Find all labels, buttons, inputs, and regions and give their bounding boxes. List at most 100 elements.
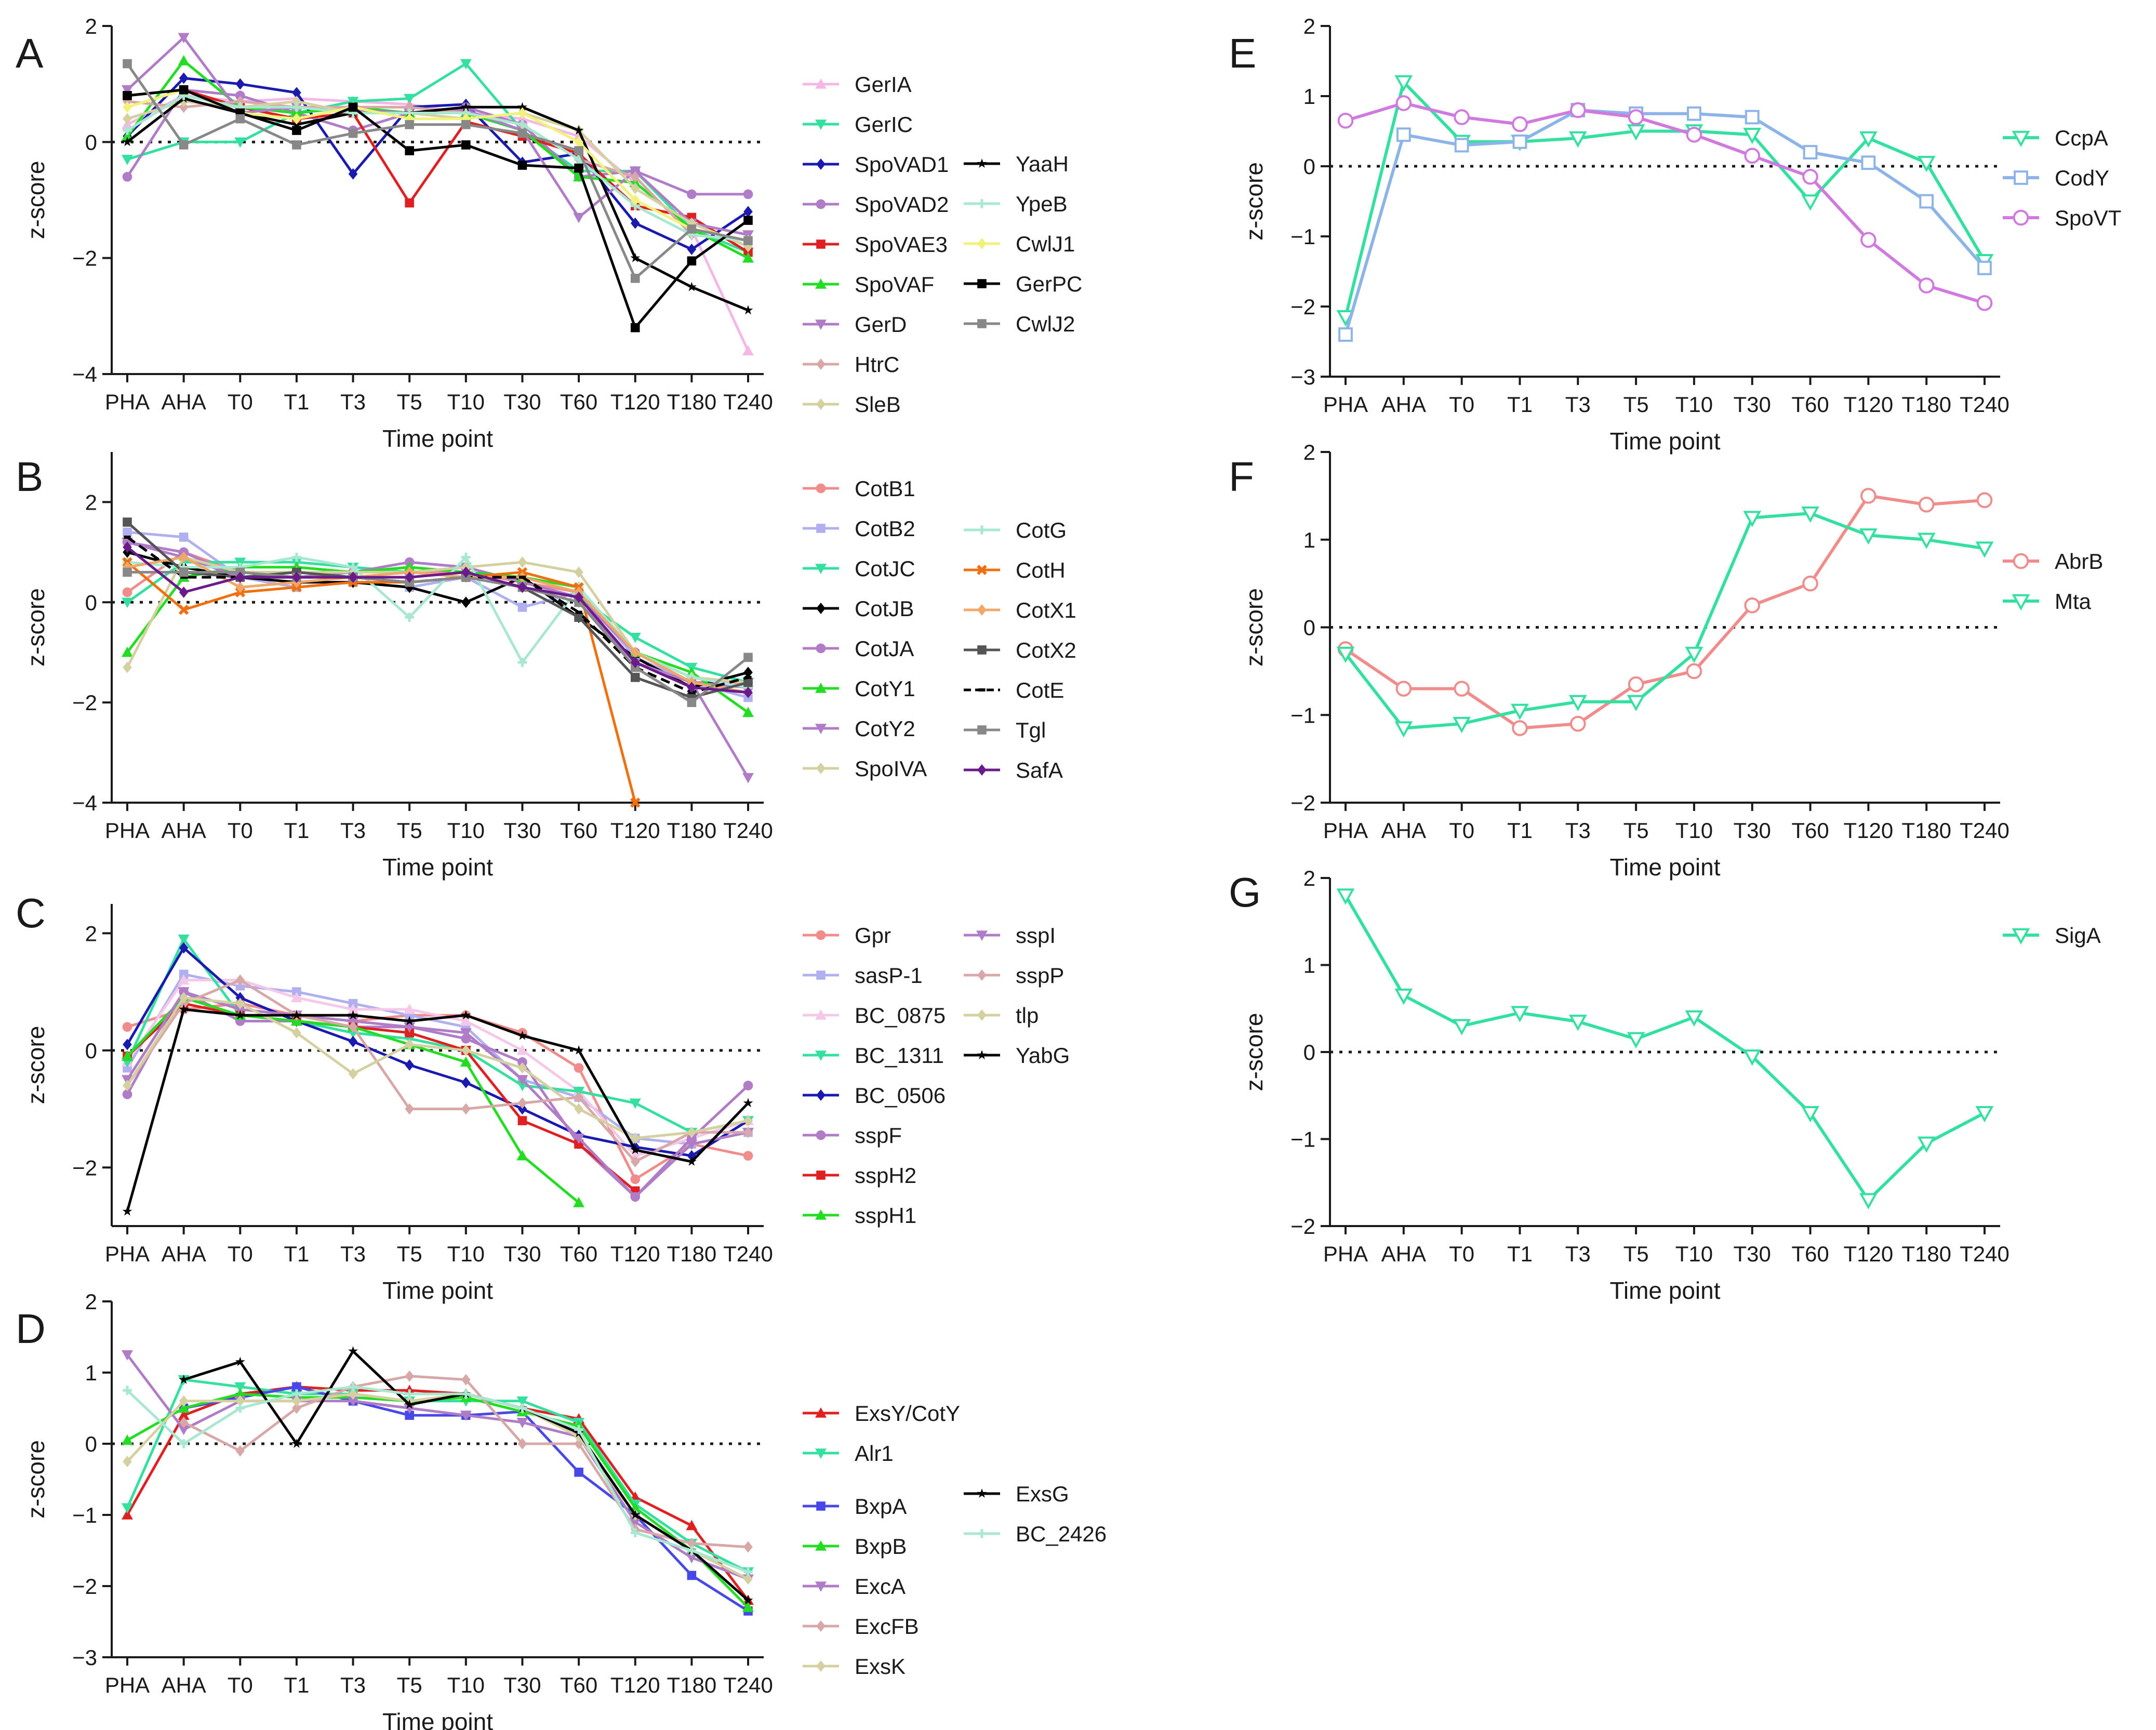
panel-g: G −2 −1 0 1 2 PHA AHA T0 T1 T3 T5 T10 T30 T60 T120 T180 T… <box>1229 866 2101 1304</box>
x-tick-label: T5 <box>1623 392 1649 417</box>
data-point <box>348 571 358 583</box>
legend-item: ExcA <box>803 1574 906 1599</box>
data-point <box>405 1410 414 1420</box>
data-point <box>687 1571 697 1580</box>
data-point <box>1627 695 1645 712</box>
data-point <box>687 189 697 199</box>
series-line <box>127 100 749 242</box>
data-point <box>460 1028 472 1039</box>
legend-marker <box>977 764 987 776</box>
legend-marker <box>816 483 826 494</box>
legend-label: CodY <box>2055 166 2109 190</box>
x-tick-label: T180 <box>667 390 716 414</box>
x-axis-label: Time point <box>1609 1277 1720 1304</box>
x-tick-label: T1 <box>284 818 309 843</box>
data-point <box>630 797 641 808</box>
legend-marker <box>976 930 988 941</box>
panel-a: A −4 −2 0 2 PHA AHA T0 T1 T3 T5 T10 T30 T60 T120 T180 T2… <box>16 14 1082 452</box>
data-point <box>630 1174 641 1185</box>
legend-label: CwlJ1 <box>1016 232 1075 256</box>
data-point <box>235 571 245 583</box>
legend-marker <box>977 279 987 288</box>
y-tick-label: 2 <box>1303 14 1315 38</box>
data-point <box>630 1145 641 1154</box>
legend-item: YaaH <box>964 152 1069 176</box>
data-point <box>405 120 414 129</box>
series-sspi <box>122 987 754 1203</box>
legend-label: CotE <box>1016 678 1064 702</box>
series-line <box>1345 494 1985 730</box>
legend-label: ExsK <box>855 1654 906 1679</box>
data-point <box>404 1399 415 1409</box>
legend-marker <box>977 1529 987 1538</box>
legend-item: BC_0875 <box>803 1003 946 1028</box>
data-point <box>348 1346 358 1355</box>
x-tick-label: T10 <box>447 818 485 843</box>
data-point <box>1394 721 1413 738</box>
data-point <box>179 1416 189 1428</box>
series-line <box>126 97 749 312</box>
data-point <box>743 1081 753 1090</box>
series-gerpc <box>123 85 753 332</box>
data-point <box>179 551 189 563</box>
data-point <box>743 677 753 687</box>
series-line <box>126 1378 749 1573</box>
y-tick-label: −4 <box>72 791 97 815</box>
data-point <box>179 1395 189 1407</box>
legend-item: CotG <box>964 518 1067 542</box>
data-point <box>1394 75 1413 92</box>
legend-item: SafA <box>964 758 1063 782</box>
series-line <box>126 94 750 352</box>
x-tick-label: T180 <box>667 818 716 843</box>
legend-label: BC_1311 <box>855 1043 944 1068</box>
data-point <box>574 1063 584 1073</box>
data-point <box>1685 646 1703 663</box>
data-point <box>234 1382 246 1393</box>
x-tick-label: T3 <box>340 1242 366 1266</box>
data-point <box>1687 106 1701 121</box>
data-point <box>291 1439 302 1448</box>
series-bc-0506 <box>123 942 753 1162</box>
legend-marker <box>977 969 987 981</box>
legend-marker <box>978 688 986 691</box>
data-point <box>348 1382 358 1392</box>
data-point <box>179 587 189 598</box>
data-point <box>517 1097 527 1109</box>
data-point <box>292 113 301 125</box>
panel-letter: F <box>1229 454 1254 500</box>
x-tick-label: T60 <box>560 390 597 414</box>
data-point <box>460 1410 472 1421</box>
legend-marker <box>816 1501 826 1511</box>
data-point <box>517 1438 527 1449</box>
legend-item: ExsG <box>964 1482 1069 1506</box>
data-point <box>1512 116 1528 132</box>
data-point <box>179 1374 189 1384</box>
legend-label: CotB2 <box>855 516 915 541</box>
x-tick-label: T180 <box>1901 392 1951 417</box>
y-tick-label: 0 <box>85 1432 97 1456</box>
x-tick-label: T0 <box>228 1242 253 1266</box>
series-line <box>126 947 749 1157</box>
legend-label: YabG <box>1016 1043 1070 1068</box>
data-point <box>629 1192 641 1203</box>
legend: GerIA GerIC SpoVAD1 SpoVAD2 SpoVAE3 SpoVAF Ger… <box>803 72 1082 417</box>
x-tick-label: T180 <box>667 1673 716 1697</box>
legend-marker <box>815 1407 827 1418</box>
legend-label: sspH2 <box>855 1163 916 1188</box>
legend-marker <box>815 683 827 693</box>
series-line <box>126 59 749 259</box>
legend-label: Tgl <box>1016 718 1046 742</box>
data-point <box>1454 138 1469 153</box>
legend-marker <box>815 564 827 574</box>
x-tick-label: T120 <box>610 1242 660 1266</box>
y-tick-label: −2 <box>72 1155 97 1180</box>
data-point <box>1976 295 1993 311</box>
legend-item: GerIC <box>803 112 913 137</box>
data-point <box>629 1517 641 1528</box>
legend-label: BC_0506 <box>855 1083 946 1108</box>
data-point <box>574 1092 583 1103</box>
data-point <box>122 155 133 165</box>
data-point <box>743 247 753 257</box>
data-point <box>1569 102 1586 118</box>
panel-letter: G <box>1229 869 1261 915</box>
